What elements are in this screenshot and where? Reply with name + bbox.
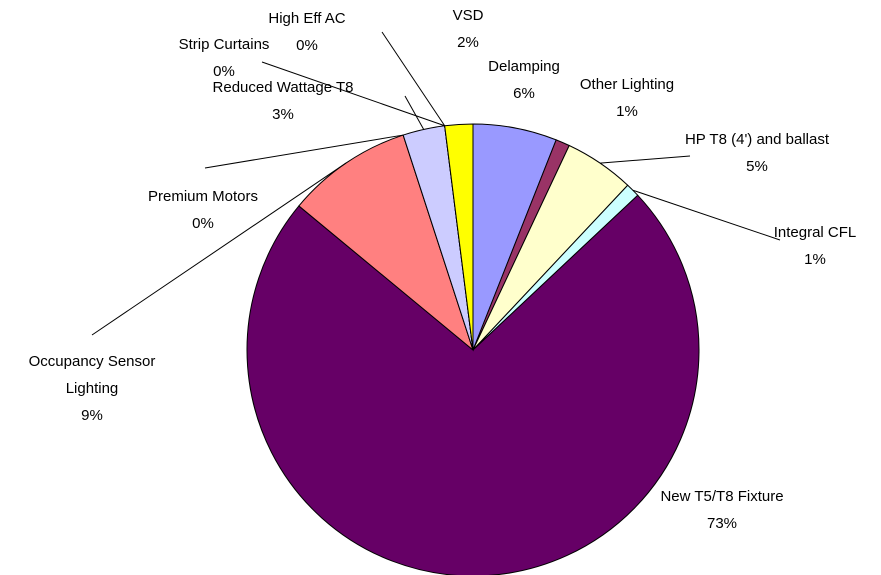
leader-line [404,95,425,130]
slice-percent: 2% [457,34,479,51]
slice-label: VSD 2% [428,2,508,56]
slice-name: Other Lighting [579,76,675,93]
slice-label: Strip Curtains 0% [154,31,294,85]
slice-label: Delamping 6% [464,53,584,107]
pie-slice [444,123,474,351]
slice-percent: 6% [513,85,535,102]
slice-label: Reduced Wattage T8 3% [193,74,373,128]
slice-percent: 5% [746,158,768,175]
slice-percent: 0% [213,63,235,80]
slice-name: Premium Motors [147,188,259,205]
slice-name: Occupancy Sensor Lighting [28,353,156,397]
slice-name: High Eff AC [268,10,346,27]
slice-name: Delamping [488,58,560,75]
slice-label: High Eff AC 0% [247,5,367,59]
slice-percent: 9% [81,407,103,424]
slice-label: Integral CFL 1% [755,219,875,273]
leader-line [599,155,691,164]
slice-name: Strip Curtains [178,36,270,53]
slice-percent: 3% [272,106,294,123]
leader-line [91,162,347,336]
leader-line [204,134,404,169]
slice-name: Reduced Wattage T8 [212,79,354,96]
slice-percent: 73% [706,515,738,532]
leader-line [381,31,446,127]
slice-label: New T5/T8 Fixture 73% [642,483,802,537]
slice-percent: 1% [804,251,826,268]
slice-label: Other Lighting 1% [557,71,697,125]
slice-name: VSD [452,7,484,24]
slice-label: Premium Motors 0% [123,183,283,237]
slice-name: New T5/T8 Fixture [660,488,784,505]
pie-slice [298,134,475,352]
slice-percent: 0% [192,215,214,232]
slice-name: Integral CFL [773,224,857,241]
pie-slice [246,194,700,575]
leader-line [261,61,445,127]
slice-label: HP T8 (4') and ballast 5% [657,126,857,180]
slice-percent: 1% [616,103,638,120]
leader-line [632,189,781,241]
slice-percent: 0% [296,37,318,54]
slice-name: HP T8 (4') and ballast [684,131,830,148]
slice-label: Occupancy Sensor Lighting 9% [7,348,177,429]
